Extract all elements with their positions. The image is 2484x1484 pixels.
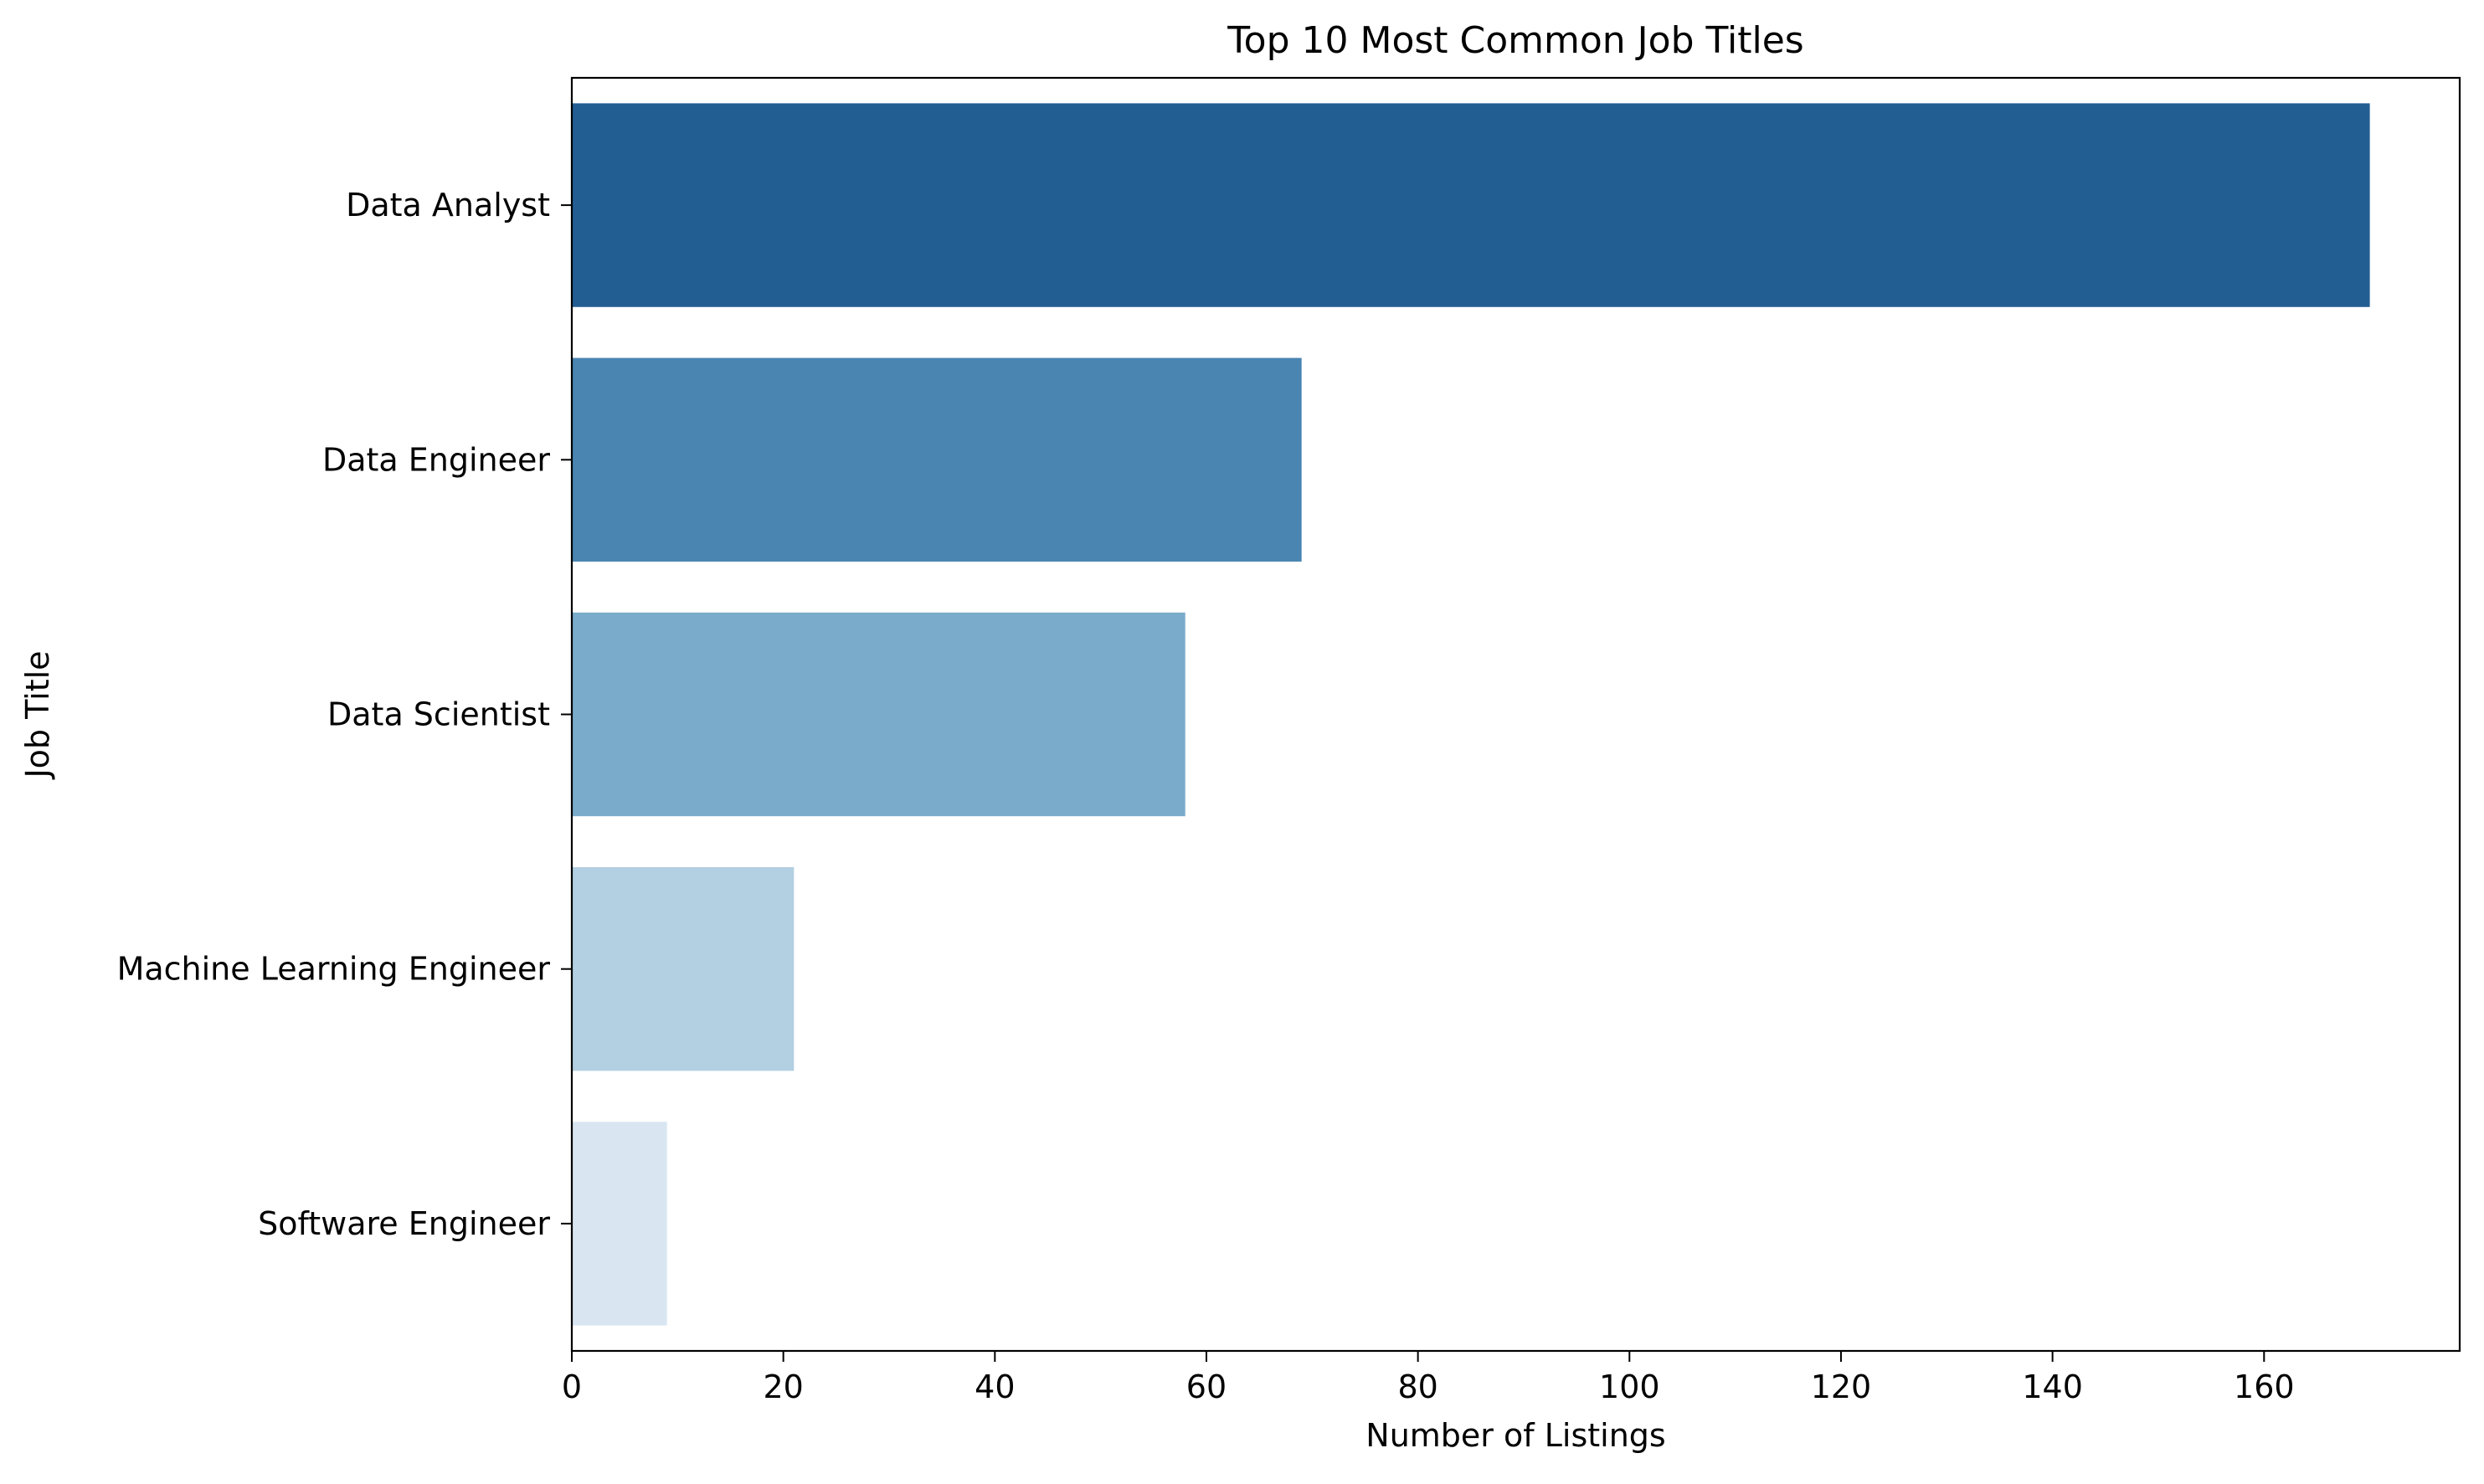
y-tick-label: Machine Learning Engineer [117,951,551,988]
x-tick-label: 0 [562,1368,582,1405]
x-tick-label: 100 [1599,1368,1660,1405]
bar-data-engineer [572,357,1302,562]
bar-data-analyst [572,103,2370,307]
x-tick-label: 60 [1186,1368,1227,1405]
x-tick-label: 20 [763,1368,803,1405]
x-axis-label: Number of Listings [1365,1417,1665,1454]
x-tick-label: 120 [1811,1368,1872,1405]
chart-title: Top 10 Most Common Job Titles [1227,19,1803,62]
bar-software-engineer [572,1122,667,1326]
y-tick-label: Data Scientist [327,696,550,733]
bars-layer [572,103,2370,1326]
y-axis-label: Job Title [19,650,56,779]
bar-data-scientist [572,612,1185,817]
x-tick-label: 80 [1397,1368,1437,1405]
y-tick-label: Data Engineer [322,441,550,478]
axes-frame [570,76,2461,1353]
x-tick-label: 160 [2234,1368,2295,1405]
y-tick-label: Software Engineer [258,1205,550,1242]
bar-machine-learning-engineer [572,867,795,1071]
ticks-layer: Data Analyst Data Engineer Data Scientist M… [117,187,2295,1405]
x-tick-label: 140 [2022,1368,2083,1405]
x-tick-label: 40 [975,1368,1015,1405]
y-tick-label: Data Analyst [346,187,550,223]
